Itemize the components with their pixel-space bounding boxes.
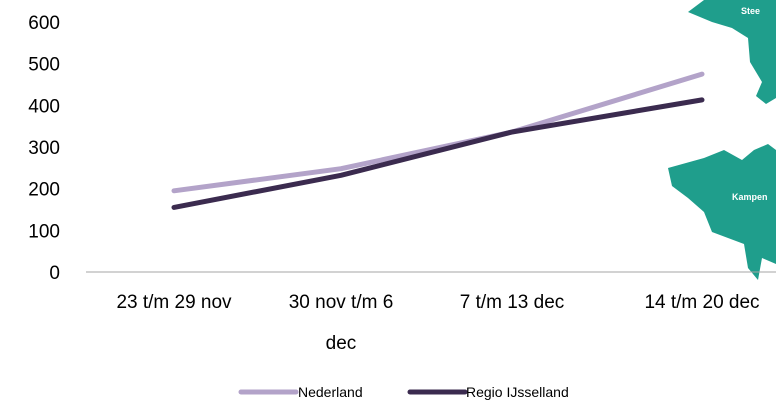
map-region-top xyxy=(688,0,776,104)
y-tick-label: 100 xyxy=(28,221,60,242)
x-tick-label: 30 nov t/m 6 dec xyxy=(289,292,394,354)
y-tick-label: 300 xyxy=(28,138,60,159)
x-tick-label: 7 t/m 13 dec xyxy=(460,292,565,313)
y-tick-label: 600 xyxy=(28,13,60,34)
y-tick-label: 400 xyxy=(28,96,60,117)
series-line-nederland xyxy=(171,71,705,194)
map-region-kampen xyxy=(668,144,776,280)
series-lines xyxy=(171,71,705,210)
legend-label: Nederland xyxy=(298,384,363,400)
x-axis-ticks: 23 t/m 29 nov 30 nov t/m 6 dec 7 t/m 13 dec… xyxy=(116,292,759,354)
x-tick-label: 23 t/m 29 nov xyxy=(116,292,232,313)
y-tick-label: 500 xyxy=(28,55,60,76)
series-line-regio-ijsselland xyxy=(171,97,705,210)
y-tick-label: 0 xyxy=(49,263,60,284)
map-label-kampen: Kampen xyxy=(732,192,768,202)
legend-label: Regio IJsselland xyxy=(466,384,569,400)
y-axis-ticks: 0 100 200 300 400 500 600 xyxy=(28,13,60,284)
map-label-top: Stee xyxy=(741,6,760,16)
x-tick-label: 14 t/m 20 dec xyxy=(644,292,759,313)
legend: Nederland Regio IJsselland xyxy=(238,384,569,400)
map-fragment: Stee Kampen xyxy=(668,0,776,280)
y-tick-label: 200 xyxy=(28,180,60,201)
